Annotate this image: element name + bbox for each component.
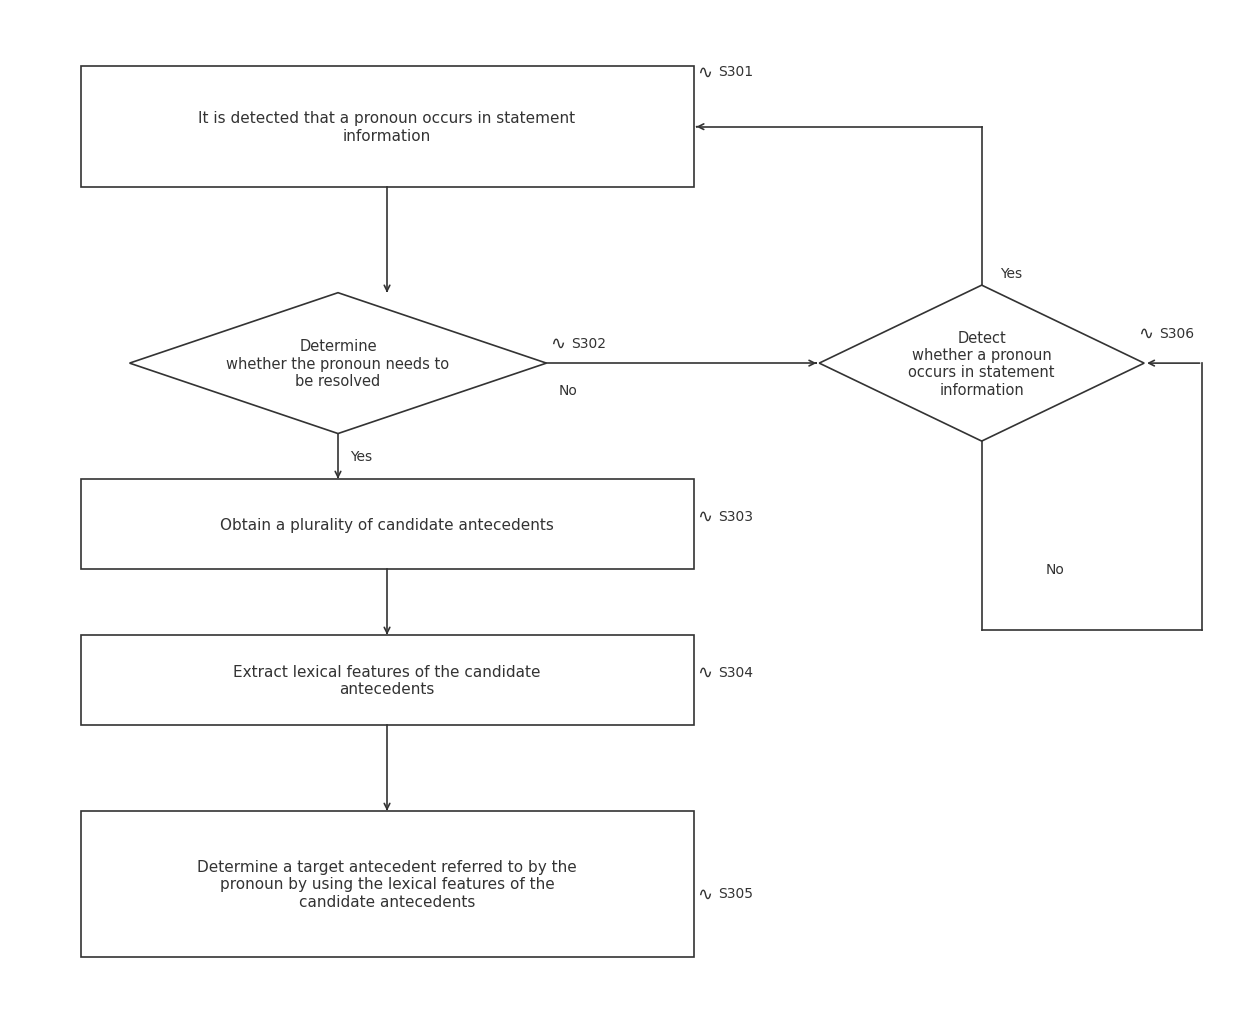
Text: S305: S305 bbox=[718, 887, 753, 901]
Text: Obtain a plurality of candidate antecedents: Obtain a plurality of candidate antecede… bbox=[221, 517, 554, 532]
Polygon shape bbox=[129, 293, 547, 434]
Text: ∿: ∿ bbox=[697, 507, 712, 526]
Text: It is detected that a pronoun occurs in statement
information: It is detected that a pronoun occurs in … bbox=[198, 111, 575, 144]
Text: ∿: ∿ bbox=[697, 63, 712, 82]
Text: ∿: ∿ bbox=[549, 334, 565, 353]
Text: S301: S301 bbox=[718, 65, 753, 79]
FancyBboxPatch shape bbox=[81, 811, 693, 957]
Text: Yes: Yes bbox=[350, 449, 372, 464]
FancyBboxPatch shape bbox=[81, 479, 693, 570]
Text: S302: S302 bbox=[570, 336, 606, 351]
FancyBboxPatch shape bbox=[81, 67, 693, 187]
Text: No: No bbox=[559, 384, 578, 397]
FancyBboxPatch shape bbox=[81, 635, 693, 726]
Text: ∿: ∿ bbox=[697, 884, 712, 903]
Text: Determine
whether the pronoun needs to
be resolved: Determine whether the pronoun needs to b… bbox=[227, 339, 450, 388]
Text: ∿: ∿ bbox=[697, 663, 712, 682]
Text: Detect
whether a pronoun
occurs in statement
information: Detect whether a pronoun occurs in state… bbox=[909, 330, 1055, 397]
Text: Extract lexical features of the candidate
antecedents: Extract lexical features of the candidat… bbox=[233, 664, 541, 697]
Text: S303: S303 bbox=[718, 510, 753, 524]
Text: Yes: Yes bbox=[1001, 267, 1022, 281]
Text: S306: S306 bbox=[1159, 327, 1194, 340]
Text: S304: S304 bbox=[718, 665, 753, 680]
Polygon shape bbox=[820, 286, 1145, 441]
Text: No: No bbox=[1045, 562, 1065, 577]
Text: Determine a target antecedent referred to by the
pronoun by using the lexical fe: Determine a target antecedent referred t… bbox=[197, 859, 577, 909]
Text: ∿: ∿ bbox=[1138, 325, 1153, 342]
